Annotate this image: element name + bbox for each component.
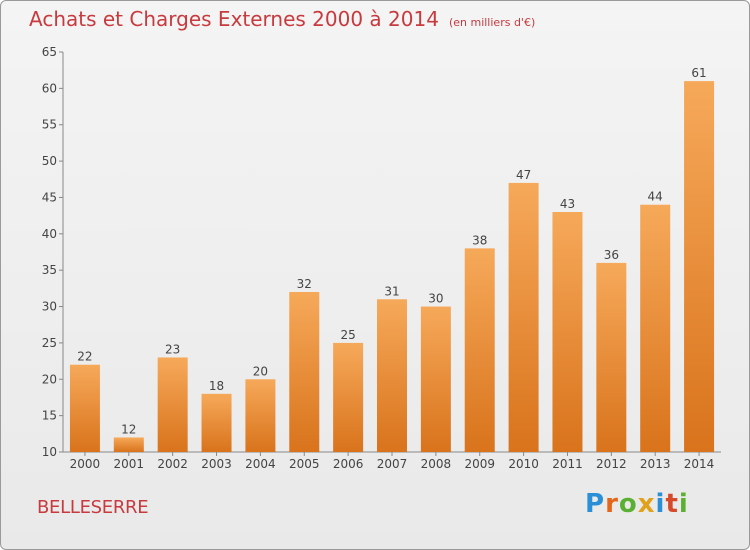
x-tick-label: 2010 [508,457,539,471]
y-tick-label: 10 [42,445,57,459]
data-label: 23 [165,342,180,356]
y-tick-label: 55 [42,118,57,132]
x-tick-label: 2000 [70,457,101,471]
y-tick-label: 60 [42,81,57,95]
x-tick-label: 2004 [245,457,276,471]
data-label: 30 [428,292,443,306]
data-label: 61 [691,66,706,80]
data-label: 36 [604,248,619,262]
y-tick-label: 35 [42,263,57,277]
x-tick-label: 2005 [289,457,320,471]
bar [289,292,320,452]
x-tick-label: 2013 [640,457,671,471]
bar [245,379,276,452]
data-label: 25 [340,328,355,342]
bar [420,306,451,452]
data-label: 22 [77,350,92,364]
data-label: 12 [121,422,136,436]
y-tick-label: 45 [42,190,57,204]
logo-letter: r [605,489,619,519]
chart-unit: (en milliers d'€) [448,16,536,29]
value-labels: 22 12 23 18 20 32 25 31 30 38 47 43 36 44 61 [77,66,706,436]
logo-letter: o [618,489,638,519]
data-label: 44 [648,190,663,204]
bar [508,182,539,452]
x-tick-label: 2009 [464,457,495,471]
place-name: BELLESERRE [37,497,149,518]
data-label: 20 [253,364,268,378]
logo-letter: P [585,489,606,519]
data-label: 31 [384,284,399,298]
bar [157,357,188,452]
bar [684,81,715,452]
x-tick-label: 2003 [201,457,232,471]
y-tick-label: 20 [42,372,57,386]
bar [377,299,407,452]
y-tick-label: 25 [42,336,57,350]
x-tick-label: 2012 [596,457,627,471]
bar [596,262,627,452]
x-tick-label: 2006 [333,457,364,471]
proxiti-logo: Proxiti [585,489,689,519]
bars [69,81,715,452]
chart-title-text: Achats et Charges Externes 2000 à 2014 [29,7,439,31]
bar [201,393,232,452]
x-tick-label: 2008 [421,457,452,471]
chart-title: Achats et Charges Externes 2000 à 2014 (e… [29,7,535,31]
x-tick-label: 2011 [552,457,583,471]
y-tick-label: 50 [42,154,57,168]
x-tick-label: 2014 [684,457,715,471]
logo-letter: i [678,489,689,519]
bar [113,437,144,452]
logo-letter: i [655,489,666,519]
bar [640,204,671,452]
bar [464,248,495,452]
y-tick-label: 40 [42,227,57,241]
bar [552,212,583,452]
y-tick-label: 15 [42,409,57,423]
y-tick-label: 30 [42,300,57,314]
logo-letter: x [637,489,656,519]
data-label: 18 [209,379,224,393]
axes: 10 15 20 25 30 35 40 45 50 55 60 65 2000 2001 2002 2003… [42,45,721,471]
logo-letter: t [665,489,679,519]
x-tick-label: 2002 [157,457,188,471]
bar [69,364,100,452]
data-label: 47 [516,168,531,182]
x-tick-label: 2007 [377,457,408,471]
data-label: 32 [297,277,312,291]
data-label: 38 [472,233,487,247]
bar [333,342,364,452]
y-tick-label: 65 [42,45,57,59]
data-label: 43 [560,197,575,211]
x-tick-label: 2001 [114,457,145,471]
